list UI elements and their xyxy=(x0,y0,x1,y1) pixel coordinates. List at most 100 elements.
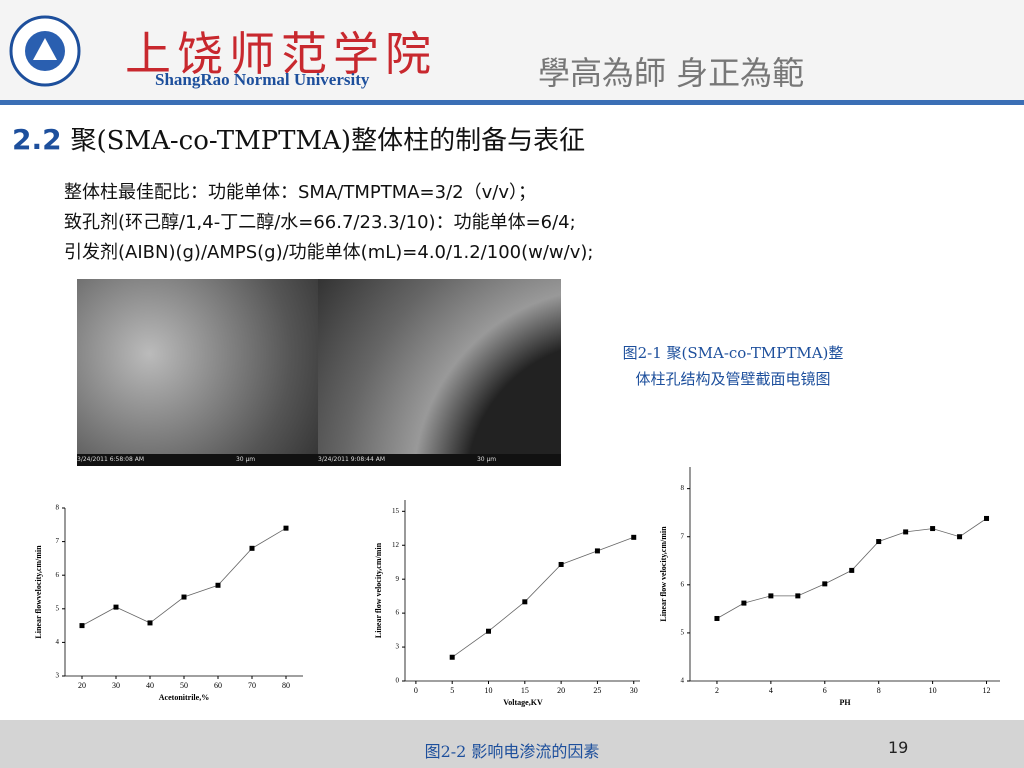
data-point xyxy=(984,515,990,521)
data-point xyxy=(249,545,255,551)
x-tick-label: 8 xyxy=(877,686,881,695)
y-axis-label: Linear flow velocity,cm/min xyxy=(374,542,383,638)
data-point xyxy=(714,615,720,621)
x-tick-label: 4 xyxy=(769,686,773,695)
data-point xyxy=(631,534,637,540)
y-axis-label: Linear flowvelocity,cm/min xyxy=(34,545,43,639)
x-axis-label: Acetonitrile,% xyxy=(159,693,209,702)
data-point xyxy=(768,593,774,599)
data-point xyxy=(558,561,564,567)
x-tick-label: 40 xyxy=(146,681,154,690)
x-tick-label: 60 xyxy=(214,681,222,690)
y-tick-label: 0 xyxy=(396,677,400,685)
x-tick-label: 20 xyxy=(78,681,86,690)
x-tick-label: 5 xyxy=(450,686,454,695)
data-point xyxy=(283,525,289,531)
caption-line: 体柱孔结构及管壁截面电镜图 xyxy=(635,370,831,388)
data-point xyxy=(849,567,855,573)
title-text: 聚(SMA-co-TMPTMA)整体柱的制备与表征 xyxy=(70,126,586,156)
x-tick-label: 80 xyxy=(282,681,290,690)
y-tick-label: 3 xyxy=(56,672,60,680)
sem-info: 3/24/2011 9:08:44 AM 30 μm xyxy=(318,454,561,466)
body-text: 整体柱最佳配比：功能单体：SMA/TMPTMA=3/2（v/v）； 致孔剂(环己… xyxy=(64,178,593,268)
x-tick-label: 30 xyxy=(630,686,638,695)
y-tick-label: 5 xyxy=(56,604,60,612)
motto: 學高為師 身正為範 xyxy=(538,54,805,92)
x-tick-label: 25 xyxy=(593,686,601,695)
chart-background xyxy=(640,455,1024,720)
sem-time: 6:58:08 AM xyxy=(109,456,145,463)
data-point xyxy=(113,604,119,610)
y-tick-label: 8 xyxy=(56,504,60,512)
chart-background xyxy=(350,478,660,720)
x-axis-label: Voltage,KV xyxy=(503,698,543,707)
x-tick-label: 2 xyxy=(715,686,719,695)
header-rule xyxy=(0,100,1024,105)
y-tick-label: 4 xyxy=(56,638,60,646)
y-tick-label: 7 xyxy=(56,537,60,545)
sem-info: 3/24/2011 6:58:08 AM 30 μm xyxy=(77,454,318,466)
data-point xyxy=(795,593,801,599)
y-tick-label: 15 xyxy=(392,507,400,515)
sem-scale: 30 μm xyxy=(476,456,497,463)
body-line: 引发剂(AIBN)(g)/AMPS(g)/功能单体(mL)=4.0/1.2/10… xyxy=(64,242,594,263)
logo xyxy=(9,15,81,87)
sem-image: 3/24/2011 6:58:08 AM 30 μm xyxy=(77,279,318,466)
y-tick-label: 3 xyxy=(396,643,400,651)
x-tick-label: 10 xyxy=(929,686,937,695)
figure-caption: 图2-2 影响电渗流的因素 xyxy=(424,742,600,761)
y-tick-label: 6 xyxy=(396,609,400,617)
data-line xyxy=(451,536,634,658)
y-tick-label: 12 xyxy=(392,541,400,549)
body-line: 整体柱最佳配比：功能单体：SMA/TMPTMA=3/2（v/v）； xyxy=(64,182,536,203)
sem-date: 3/24/2011 xyxy=(318,456,349,463)
data-point xyxy=(486,628,492,634)
data-point xyxy=(930,526,936,532)
data-point xyxy=(822,581,828,587)
charts: 20 30 40 50 60 70 80345678Acetonitrile,%Linear… xyxy=(28,455,1024,720)
data-point xyxy=(79,623,85,629)
y-tick-label: 6 xyxy=(56,571,60,579)
x-tick-label: 70 xyxy=(248,681,256,690)
x-axis-label: PH xyxy=(839,698,851,707)
y-tick-label: 5 xyxy=(681,629,685,637)
body-line: 致孔剂(环己醇/1,4-丁二醇/水=66.7/23.3/10)：功能单体=6/4… xyxy=(64,212,576,233)
y-tick-label: 9 xyxy=(396,575,400,583)
data-point xyxy=(215,582,221,588)
header-band xyxy=(0,0,1024,100)
title-number: 2.2 xyxy=(12,123,62,156)
figure-caption: 图2-1 聚(SMA-co-TMPTMA)整 体柱孔结构及管壁截面电镜图 xyxy=(588,340,878,392)
chart-background xyxy=(28,495,322,700)
data-point xyxy=(876,539,882,545)
title: 2.2 聚(SMA-co-TMPTMA)整体柱的制备与表征 xyxy=(12,120,585,157)
x-tick-label: 6 xyxy=(823,686,827,695)
sem-scale: 30 μm xyxy=(235,456,256,463)
data-point xyxy=(181,594,187,600)
y-tick-label: 6 xyxy=(681,580,685,588)
y-axis-label: Linear flow velocity,cm/min xyxy=(659,526,668,622)
data-point xyxy=(147,620,153,626)
x-tick-label: 20 xyxy=(557,686,565,695)
page-number: 19 xyxy=(888,738,909,757)
x-tick-label: 50 xyxy=(180,681,188,690)
footer-band xyxy=(0,720,1024,768)
data-point xyxy=(449,654,455,660)
x-tick-label: 0 xyxy=(414,686,418,695)
x-tick-label: 30 xyxy=(112,681,120,690)
x-tick-label: 15 xyxy=(521,686,529,695)
data-point xyxy=(903,529,909,535)
school-cn: 上饶师范学院 xyxy=(125,27,437,81)
sem-image: 3/24/2011 9:08:44 AM 30 μm xyxy=(318,279,561,466)
data-point xyxy=(594,548,600,554)
y-tick-label: 7 xyxy=(681,532,685,540)
x-tick-label: 10 xyxy=(485,686,493,695)
x-tick-label: 12 xyxy=(983,686,991,695)
sem-time: 9:08:44 AM xyxy=(350,456,386,463)
data-point xyxy=(741,600,747,606)
caption-line: 图2-1 聚(SMA-co-TMPTMA)整 xyxy=(622,344,844,362)
y-tick-label: 8 xyxy=(681,484,685,492)
data-point xyxy=(957,534,963,540)
school-en: ShangRao Normal University xyxy=(155,70,370,89)
y-tick-label: 4 xyxy=(681,677,685,685)
